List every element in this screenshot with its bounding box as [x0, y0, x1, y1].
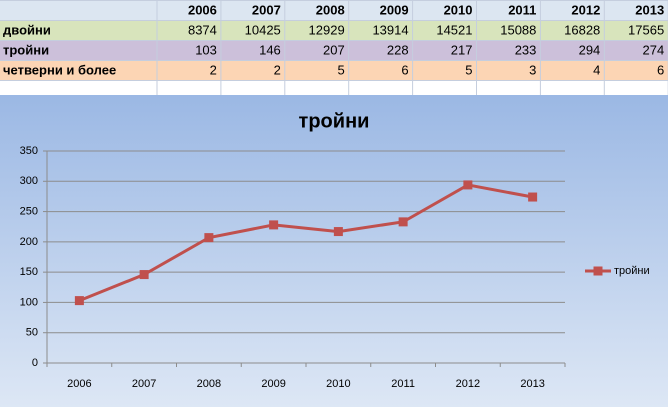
x-tick-label: 2013: [520, 378, 544, 390]
y-tick-label: 150: [20, 266, 38, 278]
cell: 12929: [309, 22, 345, 37]
cell: 146: [259, 42, 281, 57]
cell: 10425: [245, 22, 281, 37]
series-line: [78, 183, 533, 303]
x-tick-label: 2007: [132, 378, 156, 390]
cell: 15088: [500, 22, 536, 37]
cell: 217: [451, 42, 473, 57]
cell: 6: [401, 62, 408, 77]
marker: [139, 270, 149, 280]
cell: 207: [323, 42, 345, 57]
column-header: 2013: [635, 2, 664, 17]
chart-title: тройни: [299, 110, 370, 132]
marker: [528, 192, 538, 202]
cell: 13914: [372, 22, 408, 37]
column-header: 2006: [188, 2, 217, 17]
table-row: [0, 20, 668, 40]
cell: 8374: [188, 22, 217, 37]
cell: 16828: [564, 22, 600, 37]
legend-marker: [593, 266, 603, 276]
x-tick-label: 2011: [391, 378, 415, 390]
cell: 3: [529, 62, 536, 77]
column-header: 2008: [316, 2, 345, 17]
x-tick-label: 2009: [261, 378, 285, 390]
empty-row: [0, 80, 668, 95]
header-row: [0, 0, 668, 20]
marker: [463, 180, 473, 190]
marker: [204, 233, 214, 243]
table-row: [0, 40, 668, 60]
y-tick-label: 100: [20, 296, 38, 308]
cell: 5: [465, 62, 472, 77]
cell: 5: [337, 62, 344, 77]
x-tick-label: 2006: [67, 378, 91, 390]
cell: 2: [274, 62, 281, 77]
cell: 17565: [628, 22, 664, 37]
cell: 2: [210, 62, 217, 77]
cell: 103: [195, 42, 217, 57]
y-tick-label: 300: [20, 175, 38, 187]
row-label: четверни и более: [3, 62, 116, 77]
cell: 6: [657, 62, 664, 77]
x-tick-label: 2012: [456, 378, 480, 390]
y-tick-label: 250: [20, 205, 38, 217]
marker: [74, 296, 84, 306]
y-tick-label: 350: [20, 145, 38, 157]
column-header: 2010: [444, 2, 473, 17]
y-tick-label: 0: [32, 357, 38, 369]
legend-label: тройни: [614, 265, 650, 277]
row-label: тройни: [3, 42, 49, 57]
y-tick-label: 200: [20, 236, 38, 248]
x-tick-label: 2008: [197, 378, 221, 390]
marker: [333, 227, 343, 237]
row-label: двойни: [3, 22, 51, 37]
chart-area: [0, 95, 668, 407]
table-row: [0, 60, 668, 80]
cell: 14521: [436, 22, 472, 37]
cell: 4: [593, 62, 600, 77]
cell: 228: [387, 42, 409, 57]
marker: [269, 220, 279, 230]
marker: [398, 217, 408, 227]
cell: 274: [642, 42, 664, 57]
column-header: 2007: [252, 2, 281, 17]
x-tick-label: 2010: [326, 378, 350, 390]
y-tick-label: 50: [26, 327, 38, 339]
column-header: 2012: [571, 2, 600, 17]
cell: 294: [579, 42, 601, 57]
column-header: 2009: [380, 2, 409, 17]
column-header: 2011: [508, 2, 536, 17]
cell: 233: [515, 42, 537, 57]
